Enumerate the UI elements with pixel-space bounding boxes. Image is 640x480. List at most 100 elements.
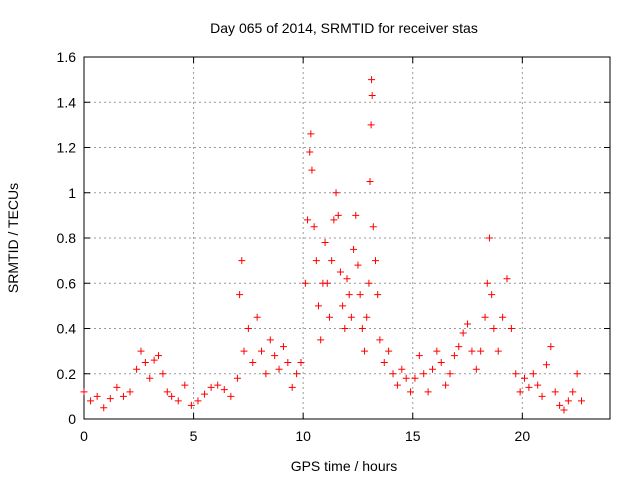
y-tick-label: 1.6 xyxy=(57,49,77,65)
data-point xyxy=(341,325,349,332)
x-tick-label: 0 xyxy=(80,428,88,444)
data-point xyxy=(503,275,511,283)
y-tick-label: 1.2 xyxy=(57,140,77,156)
data-point xyxy=(450,352,458,360)
data-point xyxy=(367,121,375,129)
data-point xyxy=(133,365,141,373)
data-point xyxy=(366,177,374,185)
data-point xyxy=(415,352,423,360)
x-tick-label: 20 xyxy=(515,428,531,444)
data-point xyxy=(512,370,520,378)
data-point xyxy=(485,234,493,242)
data-point xyxy=(155,352,163,360)
data-point xyxy=(411,374,419,382)
data-point xyxy=(312,257,320,265)
data-point xyxy=(369,223,377,231)
data-point xyxy=(323,279,331,287)
data-point xyxy=(80,388,88,396)
data-point xyxy=(402,374,410,382)
data-point xyxy=(437,358,445,366)
data-point xyxy=(468,347,476,355)
data-point xyxy=(361,347,369,355)
grid xyxy=(84,57,610,419)
y-axis-label: SRMTID / TECUs xyxy=(5,183,21,293)
data-point xyxy=(288,383,296,391)
y-tick-label: 1.4 xyxy=(57,94,77,110)
data-point xyxy=(345,291,353,299)
data-point xyxy=(207,383,215,391)
data-point xyxy=(113,383,121,391)
data-point xyxy=(297,358,305,366)
data-point xyxy=(525,383,533,391)
data-point xyxy=(87,397,95,405)
data-point xyxy=(347,313,355,321)
data-point xyxy=(365,279,373,287)
y-tick-label: 0.6 xyxy=(57,275,77,291)
data-point xyxy=(253,313,261,321)
data-point xyxy=(181,381,189,389)
data-point xyxy=(330,216,338,224)
axis-ticks: 0 0.2 0.4 0.6 0.8 1 1.2 1.4 1.6 0 5 10 15 20 xyxy=(57,49,610,444)
data-point xyxy=(547,343,555,351)
data-point xyxy=(334,211,342,219)
data-point xyxy=(538,392,546,400)
data-point xyxy=(301,279,309,287)
data-point xyxy=(306,148,314,156)
data-point xyxy=(534,381,542,389)
data-point xyxy=(93,392,101,400)
data-point xyxy=(187,401,195,409)
y-tick-label: 1 xyxy=(68,185,76,201)
data-point xyxy=(350,245,358,253)
data-point xyxy=(464,320,472,328)
data-point xyxy=(271,352,279,360)
data-point xyxy=(578,397,586,405)
data-point xyxy=(407,388,415,396)
data-point xyxy=(244,325,252,332)
data-point xyxy=(315,302,323,310)
data-point xyxy=(376,336,384,344)
data-point xyxy=(106,395,114,403)
data-point xyxy=(317,336,325,344)
x-tick-label: 5 xyxy=(190,428,198,444)
data-point xyxy=(481,313,489,321)
data-point xyxy=(564,397,572,405)
data-point xyxy=(238,257,246,265)
data-point xyxy=(266,336,274,344)
data-point xyxy=(494,347,502,355)
data-point xyxy=(141,358,149,366)
data-point xyxy=(472,365,480,373)
y-tick-label: 0 xyxy=(68,411,76,427)
data-point xyxy=(293,370,301,378)
data-point xyxy=(352,211,360,219)
data-point xyxy=(516,388,524,396)
chart-title: Day 065 of 2014, SRMTID for receiver sta… xyxy=(210,20,478,36)
data-point xyxy=(368,76,376,84)
y-tick-label: 0.4 xyxy=(57,321,77,337)
data-point xyxy=(542,361,550,369)
data-point xyxy=(389,370,397,378)
data-point xyxy=(279,343,287,351)
data-point xyxy=(521,374,529,382)
data-point xyxy=(214,381,222,389)
y-tick-label: 0.2 xyxy=(57,366,77,382)
data-point xyxy=(459,329,467,337)
data-point xyxy=(529,370,537,378)
data-point xyxy=(433,347,441,355)
data-point xyxy=(374,291,382,299)
data-point xyxy=(194,397,202,405)
data-point xyxy=(363,313,371,321)
data-point xyxy=(137,347,145,355)
data-point xyxy=(201,390,209,398)
data-point xyxy=(371,257,379,265)
data-point xyxy=(393,381,401,389)
data-point xyxy=(368,91,376,99)
data-point xyxy=(321,239,329,247)
data-point xyxy=(385,347,393,355)
data-point xyxy=(150,356,158,364)
data-point xyxy=(354,261,362,269)
data-point xyxy=(442,381,450,389)
data-point xyxy=(499,313,507,321)
x-tick-label: 15 xyxy=(405,428,421,444)
data-point xyxy=(490,325,498,332)
